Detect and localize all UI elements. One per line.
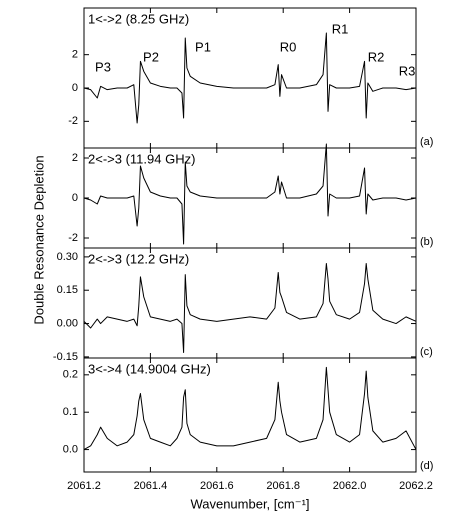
y-tick-label: 0.30	[57, 251, 78, 263]
x-tick-label: 2061.2	[67, 480, 101, 492]
y-tick-label: -2	[68, 232, 78, 244]
panel-label: (a)	[420, 136, 433, 148]
y-tick-label: 0.0	[63, 443, 78, 455]
peak-label: R2	[368, 49, 385, 64]
peak-label: R1	[332, 21, 349, 36]
x-tick-label: 2061.6	[200, 480, 234, 492]
peak-label: P1	[195, 39, 211, 54]
peak-label: R3	[399, 63, 416, 78]
y-tick-label: -2	[68, 115, 78, 127]
y-tick-label: 2	[72, 49, 78, 61]
y-tick-label: 0	[72, 82, 78, 94]
y-tick-label: 2	[72, 152, 78, 164]
y-tick-label: 0.15	[57, 284, 78, 296]
panel-label: (b)	[420, 236, 433, 248]
panel-title: 2<->3 (12.2 GHz)	[88, 251, 189, 266]
y-tick-label: 0.00	[57, 317, 78, 329]
panel-frame	[83, 357, 417, 473]
y-tick-label: 0.1	[63, 406, 78, 418]
y-tick-label: -0.15	[53, 351, 78, 363]
y-tick-label: 0.2	[63, 369, 78, 381]
panel-frame	[83, 7, 417, 149]
spectrum-trace	[83, 263, 417, 353]
x-tick-label: 2061.4	[134, 480, 168, 492]
y-tick-label: 0	[72, 192, 78, 204]
peak-label: R0	[280, 39, 297, 54]
x-tick-label: 2062.0	[333, 480, 367, 492]
x-axis-label: Wavenumber, [cm⁻¹]	[190, 496, 309, 511]
panel-title: 1<->2 (8.25 GHz)	[88, 11, 189, 26]
panel-label: (d)	[420, 460, 433, 472]
panel-title: 3<->4 (14.9004 GHz)	[88, 361, 211, 376]
spectrum-trace	[83, 366, 417, 451]
panel-title: 2<->3 (11.94 GHz)	[88, 151, 195, 166]
spectrum-trace	[83, 32, 417, 124]
y-axis-label: Double Resonance Depletion	[31, 155, 46, 324]
x-tick-label: 2062.2	[399, 480, 433, 492]
panel-label: (c)	[420, 346, 433, 358]
spectrum-trace	[83, 143, 417, 245]
peak-label: P2	[143, 49, 159, 64]
peak-label: P3	[95, 59, 111, 74]
x-tick-label: 2061.8	[266, 480, 300, 492]
